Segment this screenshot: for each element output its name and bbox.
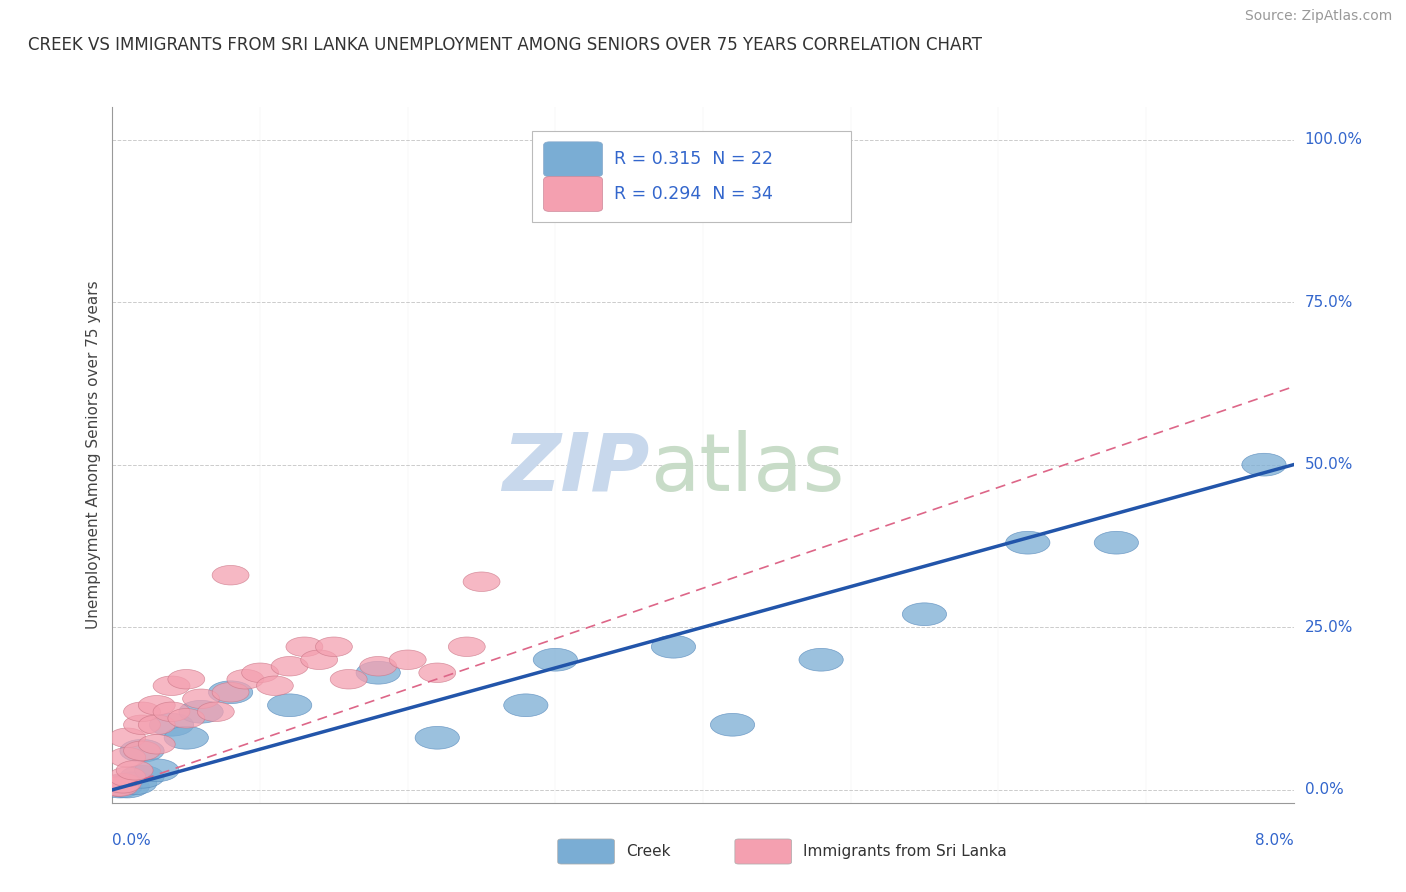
- Ellipse shape: [105, 775, 149, 798]
- Ellipse shape: [419, 663, 456, 682]
- Ellipse shape: [197, 702, 235, 722]
- Ellipse shape: [165, 726, 208, 749]
- Ellipse shape: [463, 572, 501, 591]
- Ellipse shape: [98, 775, 142, 798]
- Ellipse shape: [1094, 532, 1139, 554]
- Ellipse shape: [242, 663, 278, 682]
- Ellipse shape: [208, 681, 253, 704]
- FancyBboxPatch shape: [558, 839, 614, 864]
- Ellipse shape: [124, 702, 160, 722]
- Text: 75.0%: 75.0%: [1305, 294, 1353, 310]
- FancyBboxPatch shape: [544, 177, 603, 211]
- Text: 0.0%: 0.0%: [112, 833, 152, 848]
- Ellipse shape: [1241, 453, 1286, 476]
- Ellipse shape: [120, 765, 165, 789]
- Ellipse shape: [153, 702, 190, 722]
- Ellipse shape: [301, 650, 337, 670]
- Text: 0.0%: 0.0%: [1305, 782, 1343, 797]
- Ellipse shape: [285, 637, 323, 657]
- Ellipse shape: [256, 676, 294, 696]
- Ellipse shape: [138, 715, 176, 734]
- Text: 50.0%: 50.0%: [1305, 458, 1353, 472]
- Ellipse shape: [149, 714, 194, 736]
- Ellipse shape: [267, 694, 312, 716]
- Ellipse shape: [183, 689, 219, 708]
- Ellipse shape: [117, 761, 153, 780]
- Text: Source: ZipAtlas.com: Source: ZipAtlas.com: [1244, 9, 1392, 23]
- Text: ZIP: ZIP: [502, 430, 650, 508]
- Text: Immigrants from Sri Lanka: Immigrants from Sri Lanka: [803, 844, 1007, 859]
- Ellipse shape: [651, 635, 696, 658]
- Ellipse shape: [799, 648, 844, 671]
- Ellipse shape: [138, 734, 176, 754]
- Ellipse shape: [389, 650, 426, 670]
- Ellipse shape: [101, 777, 138, 797]
- Y-axis label: Unemployment Among Seniors over 75 years: Unemployment Among Seniors over 75 years: [86, 281, 101, 629]
- Ellipse shape: [315, 637, 353, 657]
- FancyBboxPatch shape: [544, 142, 603, 177]
- Ellipse shape: [330, 670, 367, 689]
- Ellipse shape: [108, 747, 146, 767]
- Ellipse shape: [124, 741, 160, 761]
- Ellipse shape: [710, 714, 755, 736]
- Ellipse shape: [449, 637, 485, 657]
- FancyBboxPatch shape: [531, 131, 851, 222]
- Ellipse shape: [124, 715, 160, 734]
- Ellipse shape: [271, 657, 308, 676]
- Ellipse shape: [153, 676, 190, 696]
- Ellipse shape: [212, 566, 249, 585]
- Ellipse shape: [98, 777, 135, 797]
- Ellipse shape: [138, 696, 176, 715]
- FancyBboxPatch shape: [735, 839, 792, 864]
- Ellipse shape: [167, 670, 205, 689]
- Text: 8.0%: 8.0%: [1254, 833, 1294, 848]
- Ellipse shape: [226, 670, 264, 689]
- Text: 25.0%: 25.0%: [1305, 620, 1353, 635]
- Ellipse shape: [112, 772, 157, 795]
- Ellipse shape: [533, 648, 578, 671]
- Ellipse shape: [179, 700, 224, 723]
- Ellipse shape: [104, 773, 141, 793]
- Ellipse shape: [356, 661, 401, 684]
- Ellipse shape: [120, 739, 165, 762]
- Ellipse shape: [503, 694, 548, 716]
- Ellipse shape: [108, 767, 146, 787]
- Ellipse shape: [415, 726, 460, 749]
- Text: R = 0.294  N = 34: R = 0.294 N = 34: [614, 185, 773, 203]
- Text: 100.0%: 100.0%: [1305, 132, 1362, 147]
- Ellipse shape: [108, 728, 146, 747]
- Ellipse shape: [903, 603, 946, 625]
- Text: atlas: atlas: [650, 430, 844, 508]
- Ellipse shape: [360, 657, 396, 676]
- Ellipse shape: [212, 682, 249, 702]
- Ellipse shape: [167, 708, 205, 728]
- Text: R = 0.315  N = 22: R = 0.315 N = 22: [614, 150, 773, 169]
- Text: CREEK VS IMMIGRANTS FROM SRI LANKA UNEMPLOYMENT AMONG SENIORS OVER 75 YEARS CORR: CREEK VS IMMIGRANTS FROM SRI LANKA UNEMP…: [28, 36, 983, 54]
- Text: Creek: Creek: [626, 844, 671, 859]
- Ellipse shape: [1005, 532, 1050, 554]
- Ellipse shape: [135, 759, 179, 781]
